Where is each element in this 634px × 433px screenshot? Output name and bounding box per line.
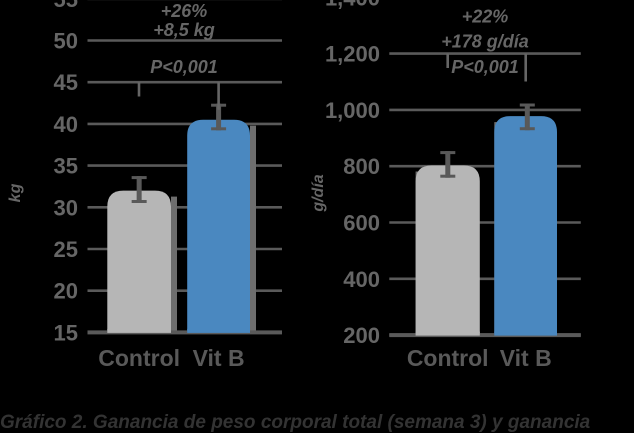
svg-text:Gráfico 2. Ganancia de peso co: Gráfico 2. Ganancia de peso corporal tot… <box>0 412 591 433</box>
svg-text:P<0,001: P<0,001 <box>150 57 218 77</box>
svg-text:20: 20 <box>54 279 78 304</box>
svg-text:50: 50 <box>54 29 78 54</box>
svg-text:15: 15 <box>54 320 78 345</box>
svg-text:1,400: 1,400 <box>325 0 380 10</box>
svg-text:45: 45 <box>54 70 78 95</box>
svg-text:35: 35 <box>54 154 78 179</box>
svg-text:Vit B: Vit B <box>500 345 552 371</box>
svg-text:kg: kg <box>7 183 24 202</box>
svg-text:P<0,001: P<0,001 <box>451 57 519 77</box>
svg-text:Vit B: Vit B <box>193 345 245 371</box>
svg-text:800: 800 <box>343 154 380 179</box>
svg-text:600: 600 <box>343 211 380 236</box>
svg-text:1,000: 1,000 <box>325 98 380 123</box>
svg-text:55: 55 <box>54 0 78 12</box>
svg-text:Control: Control <box>98 345 180 371</box>
svg-text:Control: Control <box>407 345 489 371</box>
svg-text:40: 40 <box>54 112 78 137</box>
svg-text:25: 25 <box>54 237 78 262</box>
svg-text:200: 200 <box>343 323 380 348</box>
svg-text:+178 g/día: +178 g/día <box>441 32 529 52</box>
svg-text:1,200: 1,200 <box>325 42 380 67</box>
svg-text:+26%: +26% <box>161 1 208 21</box>
svg-text:400: 400 <box>343 267 380 292</box>
svg-text:g/día: g/día <box>310 174 327 212</box>
svg-text:+8,5 kg: +8,5 kg <box>153 20 215 40</box>
svg-text:+22%: +22% <box>462 7 509 27</box>
svg-text:30: 30 <box>54 195 78 220</box>
